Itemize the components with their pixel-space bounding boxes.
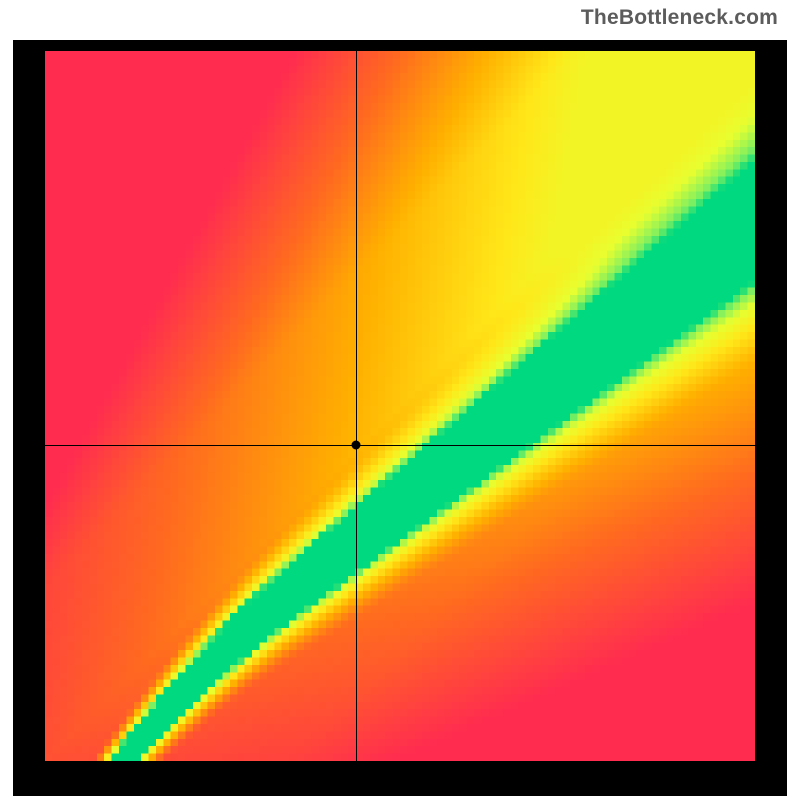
crosshair-horizontal-line — [45, 445, 755, 446]
bottleneck-heatmap — [45, 51, 755, 761]
heatmap-container — [45, 51, 755, 761]
selection-dot — [351, 441, 360, 450]
plot-frame — [13, 40, 787, 796]
watermark-text: TheBottleneck.com — [581, 6, 778, 30]
crosshair-vertical-line — [356, 51, 357, 761]
